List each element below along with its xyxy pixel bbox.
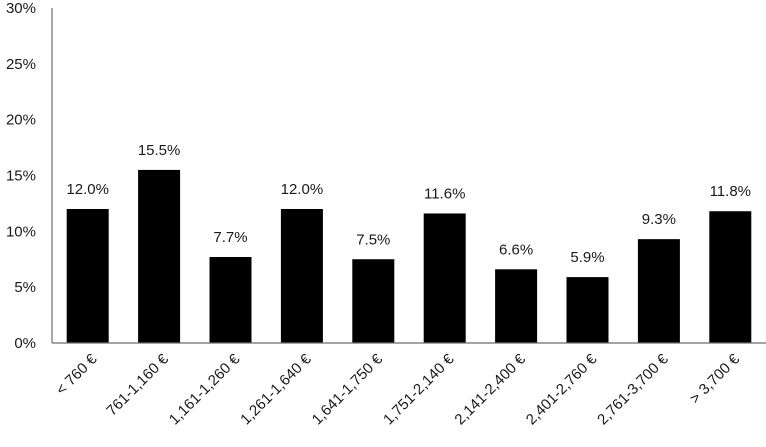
bar <box>637 239 680 343</box>
x-tick-label: 1,161-1,260 € <box>166 350 244 428</box>
bar <box>280 209 323 343</box>
x-axis: < 760 €761-1,160 €1,161-1,260 €1,261-1,6… <box>52 342 766 428</box>
y-tick-label: 15% <box>6 168 36 185</box>
y-tick-label: 5% <box>14 279 36 296</box>
data-label: 7.7% <box>213 229 247 246</box>
data-label: 11.8% <box>710 183 751 200</box>
bar <box>709 211 752 343</box>
data-label: 12.0% <box>281 181 324 198</box>
data-label: 12.0% <box>66 181 109 198</box>
bar <box>352 259 395 343</box>
bar <box>138 169 181 343</box>
x-tick-label: > 3,700 € <box>687 350 744 407</box>
x-tick-label: 1,751-2,140 € <box>380 350 458 428</box>
y-tick-label: 20% <box>6 112 36 129</box>
x-tick-label: 1,641-1,750 € <box>309 350 387 428</box>
data-labels: 12.0% 15.5% 7.7% 12.0% 7.5% 11.6% 6.6% 5.9% 9.3%… <box>66 142 751 266</box>
y-tick-label: 0% <box>14 335 36 352</box>
y-tick-label: 30% <box>6 0 36 17</box>
data-label: 6.6% <box>499 241 533 258</box>
bar <box>209 257 252 343</box>
bar <box>66 209 109 343</box>
x-tick-label: 1,261-1,640 € <box>237 350 315 428</box>
x-tick-label: 761-1,160 € <box>103 350 172 419</box>
y-tick-label: 10% <box>6 223 36 240</box>
x-tick-label: 2,141-2,400 € <box>451 350 529 428</box>
bar <box>423 213 466 343</box>
x-tick-label: 2,401-2,760 € <box>523 350 601 428</box>
data-label: 11.6% <box>424 185 465 202</box>
data-label: 5.9% <box>570 249 604 266</box>
x-tick-label: < 760 € <box>53 350 101 398</box>
bar <box>495 269 538 343</box>
y-tick-label: 25% <box>6 56 36 73</box>
bars <box>66 169 752 343</box>
bar <box>566 277 609 343</box>
x-tick-label: 2,761-3,700 € <box>594 350 672 428</box>
y-axis: 0% 5% 10% 15% 20% 25% 30% <box>6 0 53 352</box>
data-label: 9.3% <box>642 211 676 228</box>
data-label: 15.5% <box>138 142 181 159</box>
data-label: 7.5% <box>356 231 390 248</box>
